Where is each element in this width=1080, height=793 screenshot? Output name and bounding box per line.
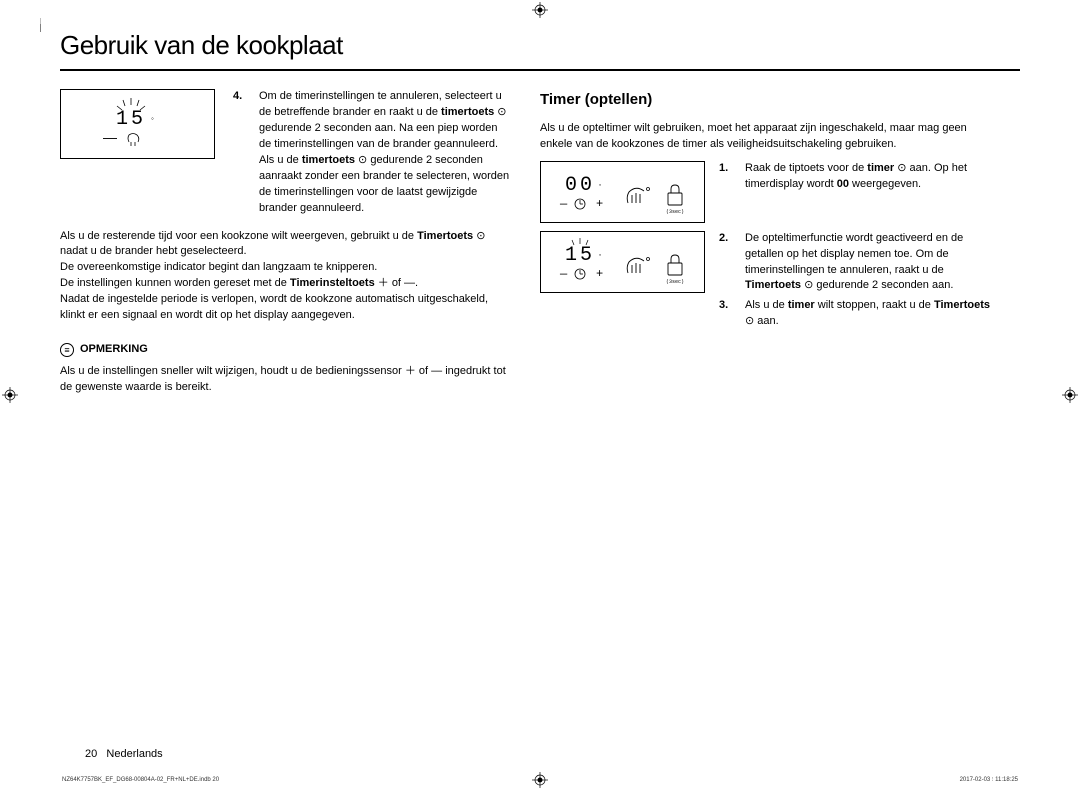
step4-number: 4.	[233, 89, 249, 217]
print-footer: NZ64K7757BK_EF_DG68-00804A-02_FR+NL+DE.i…	[62, 777, 1018, 784]
note-label: OPMERKING	[80, 342, 148, 358]
registration-mark-left	[2, 387, 18, 403]
svg-text:—: —	[559, 197, 568, 211]
paragraph-4: Nadat de ingestelde periode is verlopen,…	[60, 292, 510, 324]
paragraph-2: De overeenkomstige indicator begint dan …	[60, 260, 510, 276]
crop-mark-tl	[40, 18, 54, 32]
page-footer: 20 Nederlands	[85, 748, 163, 760]
page-language: Nederlands	[106, 748, 162, 760]
print-footer-left: NZ64K7757BK_EF_DG68-00804A-02_FR+NL+DE.i…	[62, 777, 219, 784]
note-icon: ≡	[60, 343, 74, 357]
print-footer-right: 2017-02-03 ⫶ 11:18:25	[960, 777, 1018, 784]
right-column: Timer (optellen) Als u de opteltimer wil…	[540, 89, 990, 396]
step4-text: Om de timerinstellingen te annuleren, se…	[259, 89, 510, 217]
svg-text:00: 00	[564, 174, 594, 197]
page-title: Gebruik van de kookplaat	[60, 30, 1020, 61]
svg-text:—: —	[103, 129, 117, 145]
title-rule	[60, 69, 1020, 71]
step2-text: De opteltimerfunctie wordt geactiveerd e…	[745, 231, 990, 295]
step1-number: 1.	[719, 161, 735, 193]
illustration-timer-15b: 15 ◦ — + (3sec)	[540, 231, 705, 293]
illustration-timer-00: 00 ◦ — + (3sec)	[540, 161, 705, 223]
paragraph-1: Als u de resterende tijd voor een kookzo…	[60, 229, 510, 261]
step2-number: 2.	[719, 231, 735, 295]
step4-text-span: Om de timerinstellingen te annuleren, se…	[259, 90, 509, 214]
illustration-timer-15: 15 ◦ —	[60, 89, 215, 159]
svg-text:15: 15	[564, 244, 594, 267]
step3-number: 3.	[719, 298, 735, 330]
note-header: ≡ OPMERKING	[60, 342, 510, 358]
note-text: Als u de instellingen sneller wilt wijzi…	[60, 364, 510, 396]
svg-text:+: +	[596, 197, 603, 211]
step3-text: Als u de timer wilt stoppen, raakt u de …	[745, 298, 990, 330]
left-column: 15 ◦ — 4. Om de timerinstellingen te ann…	[60, 89, 510, 396]
svg-text:(3sec): (3sec)	[665, 279, 683, 285]
svg-text:—: —	[559, 267, 568, 281]
registration-mark-right	[1062, 387, 1078, 403]
svg-text:◦: ◦	[598, 252, 602, 260]
paragraph-3: De instellingen kunnen worden gereset me…	[60, 276, 510, 292]
registration-mark-top	[532, 2, 548, 18]
section-intro: Als u de opteltimer wilt gebruiken, moet…	[540, 121, 990, 153]
section-heading: Timer (optellen)	[540, 89, 990, 111]
svg-text:◦: ◦	[151, 114, 154, 123]
svg-text:15: 15	[115, 108, 145, 131]
svg-text:◦: ◦	[598, 182, 602, 190]
svg-text:(3sec): (3sec)	[665, 209, 683, 215]
step1-text: Raak de tiptoets voor de timer ⊙ aan. Op…	[745, 161, 990, 193]
page-number: 20	[85, 748, 97, 760]
svg-text:+: +	[596, 267, 603, 281]
